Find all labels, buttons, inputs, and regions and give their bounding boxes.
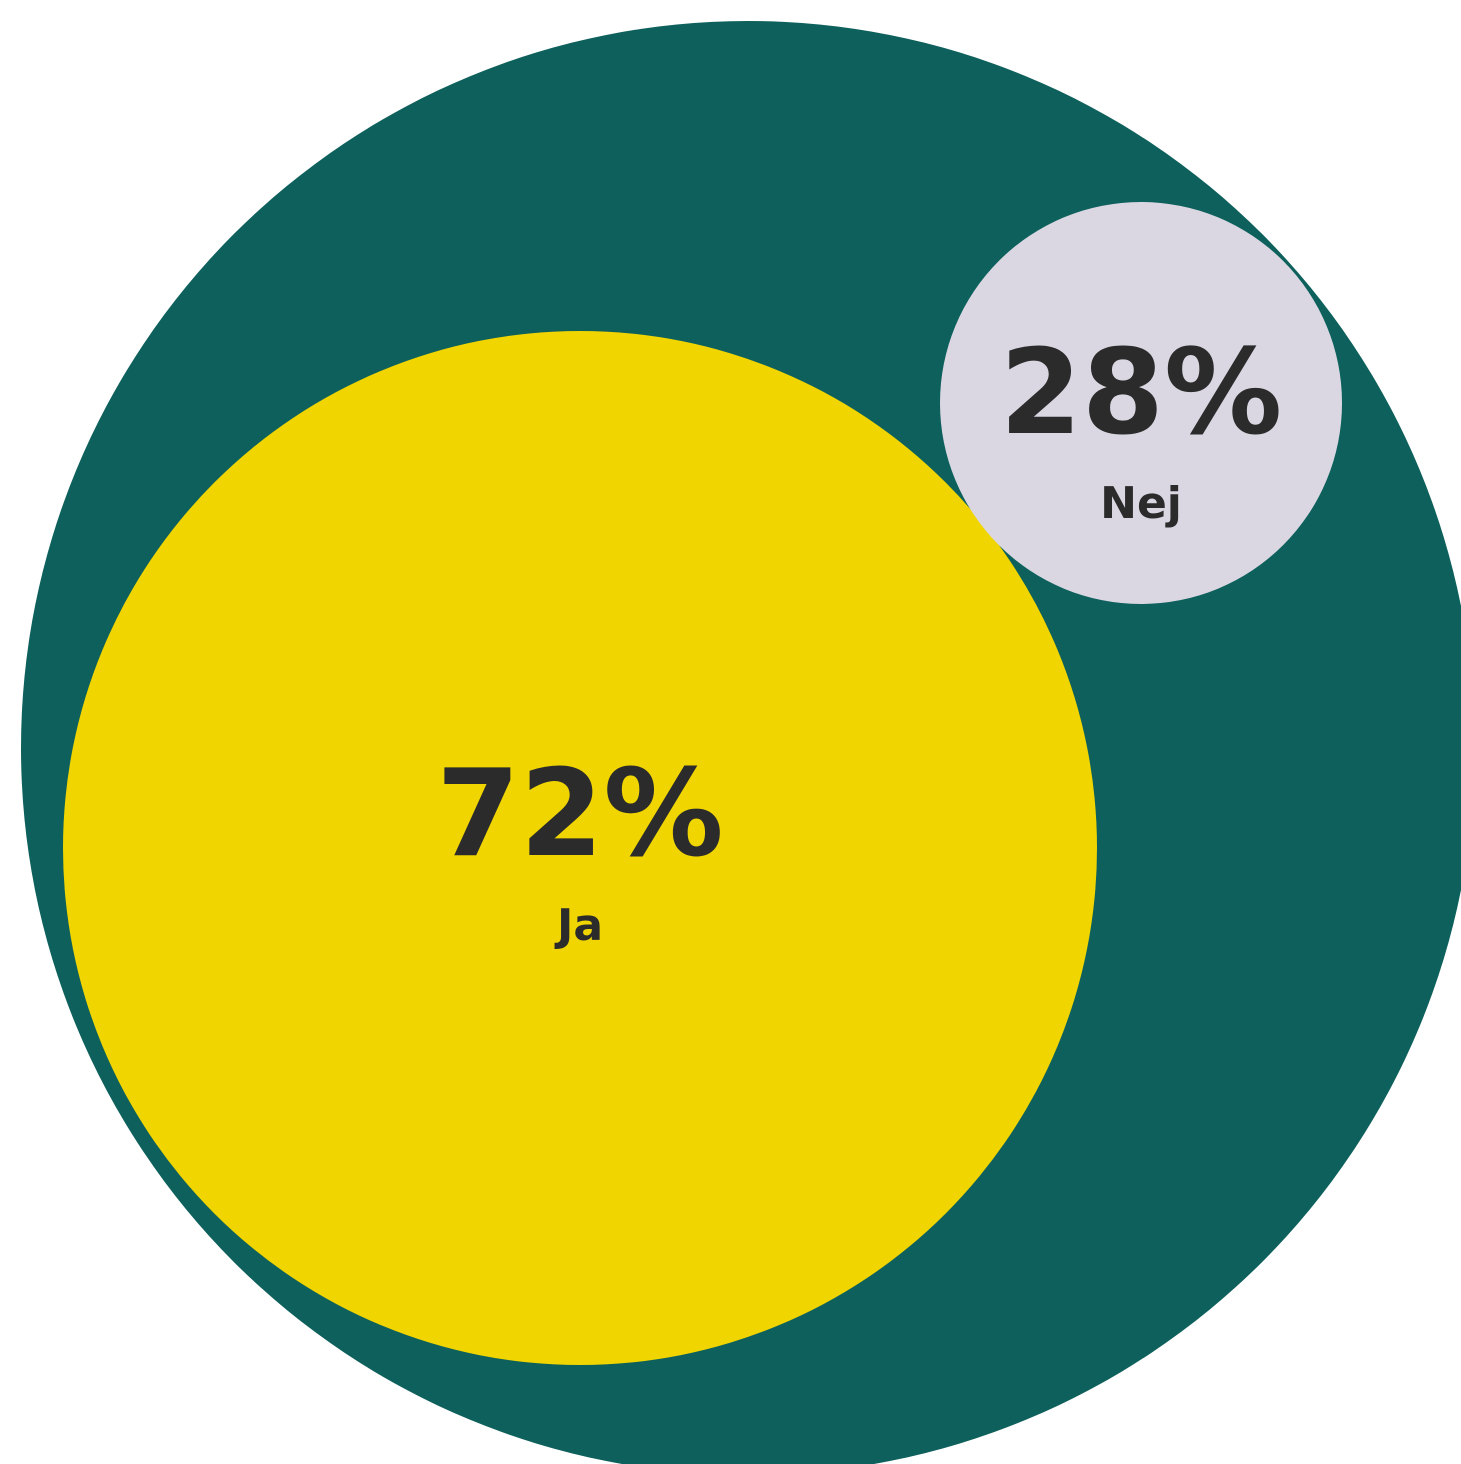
bubble-ja-category-label: Ja [554, 900, 603, 951]
bubble-ja-value-label: 72% [436, 745, 723, 884]
bubble-nej-category-label: Nej [1100, 478, 1182, 529]
bubble-ja: 72% Ja [63, 331, 1097, 1365]
bubble-nej: 28% Nej [940, 202, 1342, 604]
bubble-nej-value-label: 28% [1000, 323, 1282, 461]
